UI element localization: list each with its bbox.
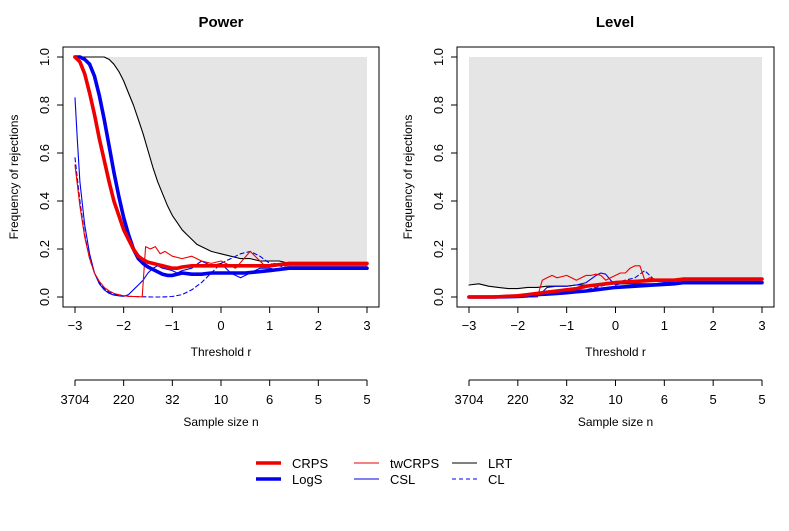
x-tick-label: −3 (462, 318, 477, 333)
y-tick-label: 0.0 (37, 288, 52, 306)
y-tick-label: 0.4 (37, 192, 52, 210)
x-tick-label: −2 (116, 318, 131, 333)
secondary-tick-label: 32 (165, 392, 179, 407)
legend-label-cl: CL (488, 472, 505, 487)
legend-label-csl: CSL (390, 472, 415, 487)
y-axis-label: Frequency of rejections (401, 115, 415, 240)
x-tick-label: 1 (661, 318, 668, 333)
y-tick-label: 0.6 (37, 144, 52, 162)
secondary-axis-label: Sample size n (183, 415, 258, 429)
secondary-tick-label: 220 (113, 392, 135, 407)
secondary-tick-label: 32 (559, 392, 573, 407)
panel-title: Power (198, 14, 243, 31)
series-line-logs (73, 55, 369, 278)
y-tick-label: 0.0 (431, 288, 446, 306)
y-tick-label: 1.0 (431, 48, 446, 66)
x-tick-label: 0 (612, 318, 619, 333)
series-line-twcrps (74, 164, 368, 298)
x-tick-label: −1 (165, 318, 180, 333)
y-tick-label: 0.2 (37, 240, 52, 258)
secondary-tick-label: 5 (710, 392, 717, 407)
y-tick-label: 1.0 (37, 48, 52, 66)
secondary-tick-label: 220 (507, 392, 529, 407)
y-tick-label: 0.4 (431, 192, 446, 210)
series-line-lrt (74, 56, 368, 264)
secondary-tick-label: 6 (266, 392, 273, 407)
secondary-tick-label: 3704 (61, 392, 90, 407)
y-axis-label: Frequency of rejections (7, 115, 21, 240)
legend-label-twcrps: twCRPS (390, 456, 439, 471)
panel-power: Power −3 −2 −1 0 1 2 3 Threshold r 0.0 0.2 0.4 0.6 0.… (7, 14, 380, 429)
x-tick-label: 2 (315, 318, 322, 333)
secondary-tick-label: 6 (661, 392, 668, 407)
x-tick-label: 0 (217, 318, 224, 333)
y-tick-label: 0.8 (431, 96, 446, 114)
y-tick-label: 0.2 (431, 240, 446, 258)
shaded-region (75, 57, 367, 264)
x-tick-label: 1 (266, 318, 273, 333)
secondary-tick-label: 5 (315, 392, 322, 407)
x-tick-label: −2 (510, 318, 525, 333)
series-line-crps (73, 55, 369, 271)
secondary-tick-label: 10 (214, 392, 228, 407)
panel-level: Level −3 −2 −1 0 1 2 3 Threshold r 0.0 0.2 0.4 0.6 0.… (401, 14, 775, 429)
secondary-axis-label: Sample size n (578, 415, 653, 429)
secondary-tick-label: 3704 (455, 392, 484, 407)
x-axis-label: Threshold r (585, 345, 646, 359)
y-tick-label: 0.8 (37, 96, 52, 114)
panel-title: Level (596, 14, 634, 31)
series-line-crps (467, 277, 764, 299)
secondary-tick-label: 10 (608, 392, 622, 407)
x-tick-label: 2 (710, 318, 717, 333)
secondary-tick-label: 5 (758, 392, 765, 407)
x-tick-label: 3 (363, 318, 370, 333)
x-tick-label: 3 (758, 318, 765, 333)
x-tick-label: −3 (68, 318, 83, 333)
legend-label-logs: LogS (292, 472, 323, 487)
x-axis-label: Threshold r (191, 345, 252, 359)
legend-label-crps: CRPS (292, 456, 328, 471)
shaded-region (469, 57, 762, 289)
x-tick-label: −1 (559, 318, 574, 333)
legend-label-lrt: LRT (488, 456, 512, 471)
y-tick-label: 0.6 (431, 144, 446, 162)
secondary-tick-label: 5 (363, 392, 370, 407)
